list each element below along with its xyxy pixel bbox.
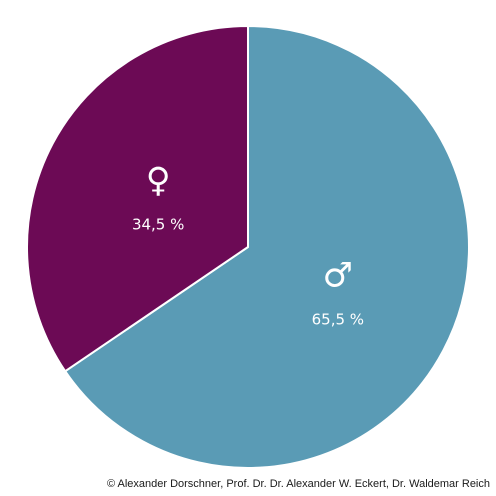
copyright-text: © Alexander Dorschner, Prof. Dr. Dr. Ale… <box>106 478 490 490</box>
male-symbol-icon: ♂ <box>323 256 353 296</box>
slice-male <box>64 25 470 469</box>
slice-female <box>26 25 249 373</box>
female-symbol-icon: ♀ <box>146 160 171 200</box>
slice-label-male: 65,5 % <box>312 311 364 329</box>
slice-label-female: 34,5 % <box>132 215 184 233</box>
